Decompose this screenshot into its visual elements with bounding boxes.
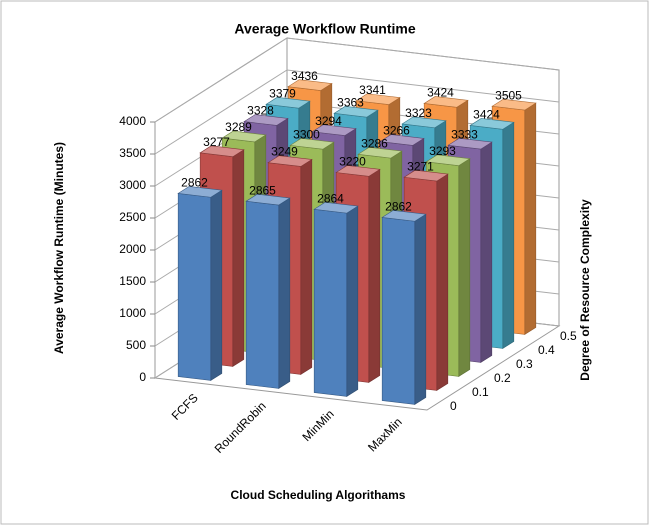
bar-side xyxy=(232,149,245,367)
value-label: 2862 xyxy=(385,200,412,214)
grid-line xyxy=(154,69,560,155)
bar-top xyxy=(423,96,469,108)
x-axis-title: Cloud Scheduling Algorithams xyxy=(231,488,406,502)
bar-top xyxy=(289,138,335,150)
bar-top xyxy=(221,130,267,143)
value-label: 3363 xyxy=(337,95,364,109)
value-label: 3271 xyxy=(407,159,434,173)
bar-side xyxy=(502,121,515,349)
bar-top xyxy=(447,137,493,150)
bar-side xyxy=(524,102,537,335)
bar xyxy=(245,193,291,389)
value-label: 3341 xyxy=(359,83,386,97)
bar xyxy=(381,210,427,405)
value-label: 3293 xyxy=(429,144,456,158)
value-label: 3379 xyxy=(269,86,296,100)
y-tick-label: 500 xyxy=(126,338,146,352)
value-label: 3289 xyxy=(225,120,252,134)
value-label: 3249 xyxy=(271,145,298,159)
bar-side xyxy=(300,158,313,375)
z-axis-title: Degree of Resource Complexity xyxy=(578,199,592,381)
value-label: 3424 xyxy=(473,108,500,122)
value-label: 2862 xyxy=(181,176,208,190)
z-tick-label: 0.5 xyxy=(560,329,577,343)
value-label: 3294 xyxy=(315,114,342,128)
bar-side xyxy=(210,189,223,381)
y-tick-label: 2500 xyxy=(119,210,146,224)
z-tick-label: 0.4 xyxy=(538,343,555,357)
value-label: 3328 xyxy=(247,104,274,118)
bar-top xyxy=(245,193,291,206)
bar-top xyxy=(469,118,515,130)
bar xyxy=(313,201,359,397)
bar-side xyxy=(414,213,427,405)
value-label: 3424 xyxy=(427,86,454,100)
bar-top xyxy=(379,134,425,146)
bar-top xyxy=(425,154,471,166)
grid-line xyxy=(154,37,560,123)
bar-top xyxy=(355,93,401,105)
value-label: 3277 xyxy=(203,135,230,149)
y-tick-label: 4000 xyxy=(119,114,146,128)
bar-top xyxy=(287,79,333,91)
bar-top xyxy=(265,97,311,109)
y-tick-label: 3000 xyxy=(119,178,146,192)
y-tick-label: 1000 xyxy=(119,306,146,320)
bar-top xyxy=(381,210,427,222)
y-axis-title: Average Workflow Runtime (Minutes) xyxy=(52,142,66,354)
bar xyxy=(177,186,223,381)
value-label: 3436 xyxy=(291,69,318,83)
bar-top xyxy=(357,146,403,159)
bar-top xyxy=(311,124,357,136)
value-label: 3333 xyxy=(451,127,478,141)
bar-side xyxy=(458,158,471,377)
chart-title: Average Workflow Runtime xyxy=(234,21,415,37)
bar-front xyxy=(381,217,416,405)
z-tick-label: 0.3 xyxy=(516,357,533,371)
value-label: 3323 xyxy=(405,106,432,120)
bar-top xyxy=(401,116,447,129)
y-tick-label: 1500 xyxy=(119,274,146,288)
z-tick-label: 0.2 xyxy=(494,371,511,385)
bar-front xyxy=(177,193,212,381)
bar-top xyxy=(199,145,245,158)
bar-top xyxy=(313,201,359,214)
bar-side xyxy=(278,197,291,389)
bar-side xyxy=(480,141,493,363)
bar-top xyxy=(243,114,289,126)
bar-front xyxy=(245,200,280,389)
value-label: 3505 xyxy=(495,88,522,102)
z-tick-label: 0 xyxy=(450,399,457,413)
bar-side xyxy=(436,173,449,391)
bar-top xyxy=(177,186,223,198)
y-tick-label: 0 xyxy=(139,370,146,384)
bar-top xyxy=(335,165,381,177)
bar-top xyxy=(333,106,379,118)
y-tick-label: 3500 xyxy=(119,146,146,160)
y-tick-label: 2000 xyxy=(119,242,146,256)
value-label: 3286 xyxy=(361,136,388,150)
bar-top xyxy=(267,155,313,167)
bar-top xyxy=(403,169,449,182)
bar-side xyxy=(368,168,381,383)
value-label: 3220 xyxy=(339,155,366,169)
value-label: 3266 xyxy=(383,124,410,138)
z-tick-label: 0.1 xyxy=(472,385,489,399)
bar-front xyxy=(313,208,348,397)
value-label: 3300 xyxy=(293,127,320,141)
bar-top xyxy=(491,98,537,111)
value-label: 2864 xyxy=(317,191,344,205)
bar-side xyxy=(346,205,359,397)
value-label: 2865 xyxy=(249,183,276,197)
